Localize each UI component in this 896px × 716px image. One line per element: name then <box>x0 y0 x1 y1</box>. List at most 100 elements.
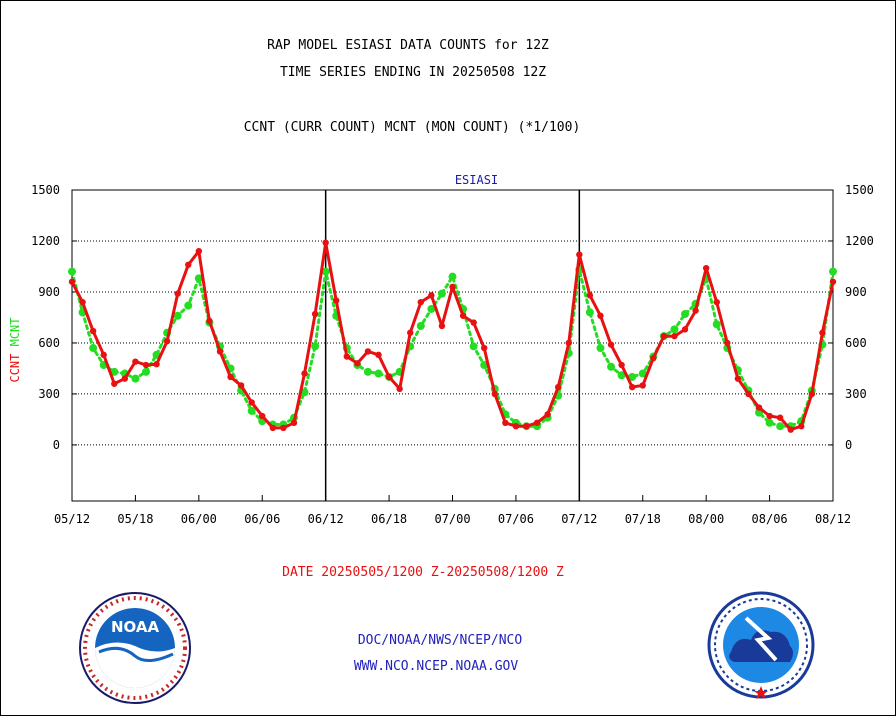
panel-label: ESIASI <box>455 173 498 187</box>
data-point-mcnt <box>596 344 605 353</box>
data-point-ccnt <box>227 373 234 381</box>
data-point-ccnt <box>354 360 361 367</box>
data-point-ccnt <box>385 373 393 381</box>
data-point-mcnt <box>89 344 98 353</box>
data-point-ccnt <box>491 390 498 398</box>
data-point-ccnt <box>565 339 572 347</box>
data-point-ccnt <box>111 380 118 387</box>
y-tick-label-right: 900 <box>845 285 867 299</box>
data-point-ccnt <box>787 426 794 433</box>
data-point-ccnt <box>449 283 456 291</box>
data-point-mcnt <box>131 374 140 383</box>
data-point-ccnt <box>671 332 678 340</box>
data-point-ccnt <box>724 339 731 347</box>
data-point-mcnt <box>617 371 626 380</box>
data-point-ccnt <box>100 351 107 359</box>
data-point-ccnt <box>618 361 625 369</box>
data-point-ccnt <box>776 414 784 421</box>
data-point-ccnt <box>322 239 329 246</box>
x-tick-label: 08/06 <box>752 512 788 526</box>
data-point-ccnt <box>142 361 150 369</box>
y-tick-label-left: 900 <box>38 285 60 299</box>
chart-title-line2: TIME SERIES ENDING IN 20250508 12Z <box>279 65 547 80</box>
x-tick-label: 07/06 <box>498 512 534 526</box>
data-point-mcnt <box>765 418 774 427</box>
data-point-mcnt <box>184 301 193 310</box>
data-point-ccnt <box>533 419 541 427</box>
data-point-mcnt <box>374 369 383 378</box>
y-tick-label-left: 600 <box>38 336 60 350</box>
data-point-mcnt <box>141 367 150 376</box>
data-point-mcnt <box>628 372 637 381</box>
y-axis-label-mcnt: MCNT <box>8 317 22 346</box>
data-point-ccnt <box>121 375 129 382</box>
data-point-ccnt <box>713 298 720 306</box>
data-point-ccnt <box>195 247 203 255</box>
data-point-ccnt <box>206 317 213 325</box>
x-tick-label: 07/00 <box>434 512 470 526</box>
x-tick-label: 07/12 <box>561 512 597 526</box>
data-point-ccnt <box>163 338 171 345</box>
data-point-ccnt <box>174 290 181 297</box>
x-tick-label: 07/18 <box>625 512 661 526</box>
svg-text:NOAA: NOAA <box>111 618 160 636</box>
data-point-mcnt <box>363 367 372 376</box>
data-point-mcnt <box>311 342 320 351</box>
data-point-ccnt <box>375 351 382 359</box>
data-point-mcnt <box>247 406 256 415</box>
data-point-ccnt <box>481 344 488 352</box>
data-point-ccnt <box>798 423 805 430</box>
data-point-mcnt <box>448 272 457 281</box>
data-point-ccnt <box>819 329 826 336</box>
series-line-ccnt <box>70 241 835 432</box>
chart-title-line1: RAP MODEL ESIASI DATA COUNTS for 12Z <box>267 38 549 53</box>
data-point-mcnt <box>776 422 785 431</box>
data-point-mcnt <box>173 311 182 320</box>
data-point-ccnt <box>628 383 636 391</box>
data-point-ccnt <box>692 307 699 314</box>
data-point-mcnt <box>68 267 76 276</box>
x-tick-label: 05/12 <box>54 512 90 526</box>
date-range: DATE 20250505/1200 Z-20250508/1200 Z <box>282 565 564 580</box>
data-point-ccnt <box>269 424 277 432</box>
data-point-ccnt <box>333 297 340 304</box>
data-point-ccnt <box>576 251 583 258</box>
data-point-ccnt <box>428 292 435 299</box>
data-point-ccnt <box>280 424 287 432</box>
data-point-ccnt <box>702 264 710 272</box>
data-point-ccnt <box>89 327 97 335</box>
org-line: DOC/NOAA/NWS/NCEP/NCO <box>357 633 523 648</box>
data-point-ccnt <box>650 355 657 362</box>
data-point-ccnt <box>417 298 424 306</box>
data-point-ccnt <box>470 319 477 326</box>
data-point-ccnt <box>734 375 742 382</box>
data-point-ccnt <box>755 404 763 411</box>
x-tick-label: 08/12 <box>815 512 851 526</box>
url-line: WWW.NCO.NCEP.NOAA.GOV <box>353 659 519 674</box>
y-axis-label: CCNT MCNT <box>8 317 22 382</box>
y-tick-label-right: 600 <box>845 336 867 350</box>
data-point-ccnt <box>248 399 255 406</box>
y-tick-label-right: 300 <box>845 387 867 401</box>
chart-subtitle: CCNT (CURR COUNT) MCNT (MON COUNT) (*1/1… <box>243 120 581 135</box>
data-point-mcnt <box>416 321 425 330</box>
data-point-ccnt <box>185 261 192 268</box>
data-point-mcnt <box>427 304 436 313</box>
data-point-mcnt <box>585 308 594 317</box>
data-point-mcnt <box>712 320 721 329</box>
data-point-ccnt <box>544 411 551 418</box>
data-point-ccnt <box>311 310 319 318</box>
series-line-mcnt <box>70 268 835 428</box>
data-point-ccnt <box>660 332 668 340</box>
data-point-ccnt <box>829 278 837 285</box>
data-point-ccnt <box>808 390 816 398</box>
data-point-ccnt <box>639 382 646 389</box>
data-point-ccnt <box>681 326 689 333</box>
x-tick-label: 06/12 <box>308 512 344 526</box>
nws-logo <box>707 591 815 699</box>
y-tick-label-left: 0 <box>53 438 60 452</box>
data-point-mcnt <box>469 342 478 351</box>
data-point-mcnt <box>194 274 203 283</box>
data-point-ccnt <box>512 423 520 430</box>
